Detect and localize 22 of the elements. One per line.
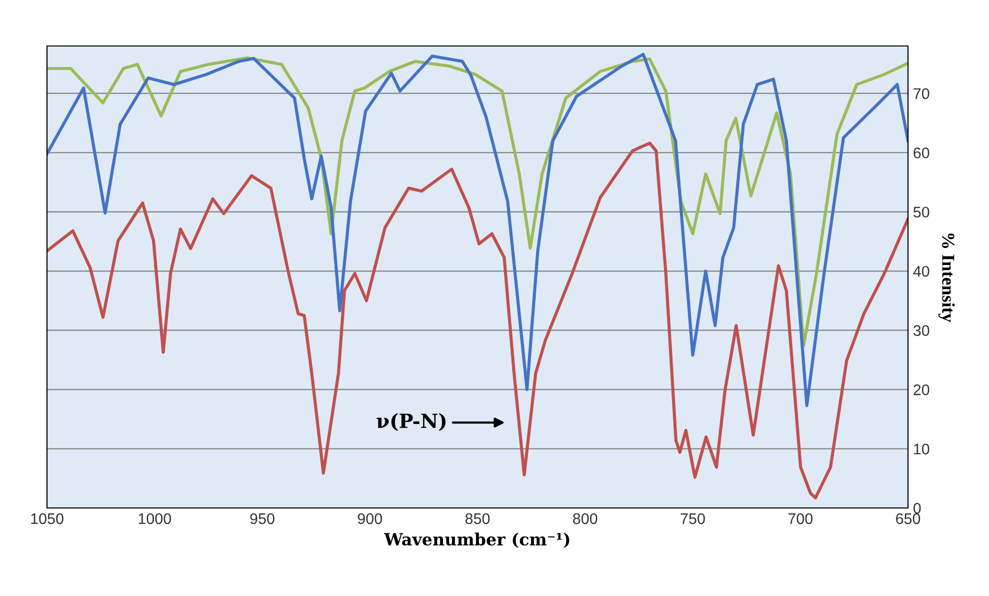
y-tick-label: 40: [913, 266, 930, 277]
y-tick-label: 50: [913, 206, 930, 218]
x-tick-label: 950: [250, 513, 274, 524]
y-tick-label: 20: [914, 384, 930, 396]
x-tick-label: 800: [573, 513, 598, 524]
x-tick-label: 900: [358, 513, 382, 524]
x-tick-label: 850: [465, 513, 490, 524]
x-tick-label: 1000: [138, 513, 172, 524]
y-tick-label: 30: [913, 325, 930, 336]
y-tick-label: 10: [914, 444, 930, 454]
annotation: ν(P-N): [376, 413, 446, 431]
x-tick-label: 650: [896, 513, 920, 524]
x-tick-label: 1050: [31, 513, 64, 524]
x-axis-title: Wavenumber (cm⁻¹): [384, 532, 570, 548]
y-tick-label: 60: [914, 147, 930, 158]
x-tick-label: 750: [680, 513, 705, 524]
line-series: [47, 52, 908, 408]
x-tick-label: 700: [788, 513, 813, 524]
y-tick-label: 0: [913, 502, 921, 514]
line-series: [47, 142, 908, 500]
y-tick-label: 70: [914, 88, 930, 100]
y-axis-title: % Intensity: [938, 233, 955, 322]
